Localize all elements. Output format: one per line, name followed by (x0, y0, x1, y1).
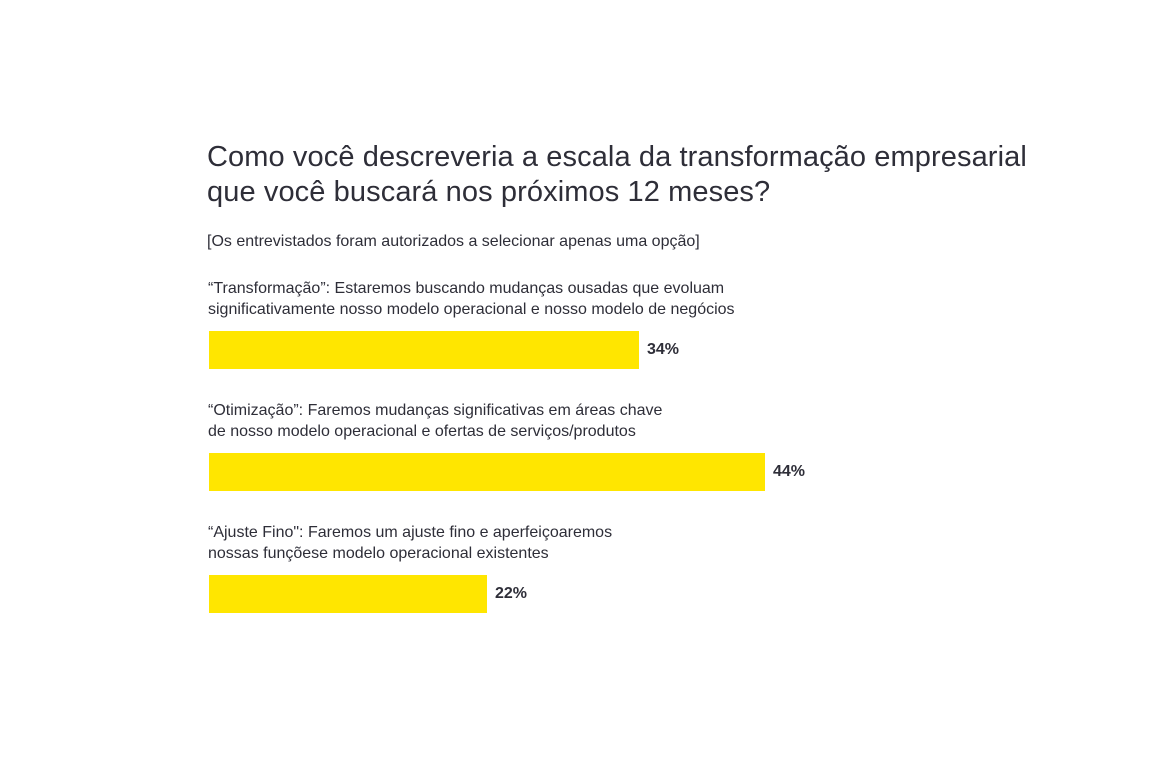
bar-item: “Ajuste Fino": Faremos um ajuste fino e … (207, 522, 1027, 613)
chart-title: Como você descreveria a escala da transf… (207, 141, 1027, 208)
bar (209, 331, 639, 369)
bar (209, 453, 765, 491)
bar-item: “Transformação”: Estaremos buscando muda… (207, 278, 1027, 369)
category-label-line: significativamente nosso modelo operacio… (208, 301, 735, 318)
bar-row: 34% (207, 331, 1027, 369)
bar-value-label: 34% (647, 341, 680, 358)
bar (209, 575, 487, 613)
category-label-line: nossas funçõese modelo operacional exist… (208, 545, 549, 562)
bar-track: 22% (207, 575, 915, 613)
bar-row: 22% (207, 575, 1027, 613)
category-label: “Otimização”: Faremos mudanças significa… (208, 400, 828, 442)
category-label-line: “Otimização”: Faremos mudanças significa… (208, 402, 663, 419)
chart-subtitle: [Os entrevistados foram autorizados a se… (207, 233, 700, 250)
category-label: “Transformação”: Estaremos buscando muda… (208, 278, 828, 320)
category-label-line: “Transformação”: Estaremos buscando muda… (208, 280, 725, 297)
chart: Como você descreveria a escala da transf… (207, 140, 1027, 644)
bar-track: 34% (207, 331, 915, 369)
bar-value-label: 44% (773, 463, 806, 480)
category-label-line: de nosso modelo operacional e ofertas de… (208, 423, 636, 440)
bar-track: 44% (207, 453, 915, 491)
category-label: “Ajuste Fino": Faremos um ajuste fino e … (208, 522, 828, 564)
bar-value-label: 22% (495, 585, 528, 602)
category-label-line: “Ajuste Fino": Faremos um ajuste fino e … (208, 524, 613, 541)
bar-item: “Otimização”: Faremos mudanças significa… (207, 400, 1027, 491)
bar-list: “Transformação”: Estaremos buscando muda… (207, 278, 1027, 613)
bar-row: 44% (207, 453, 1027, 491)
